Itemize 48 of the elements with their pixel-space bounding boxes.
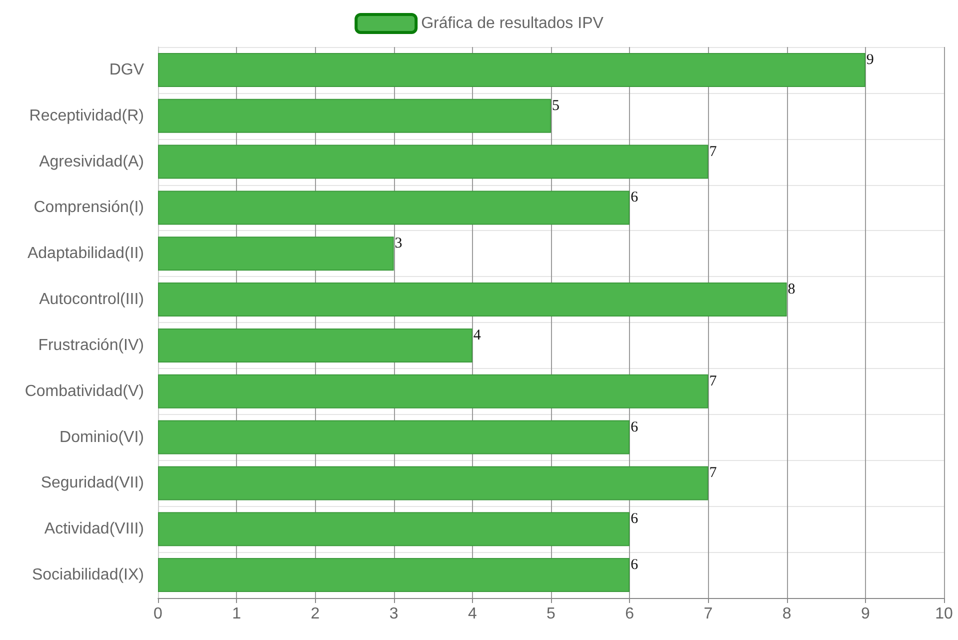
y-tick-label: Sociabilidad(IX) xyxy=(32,566,144,584)
data-label: 3 xyxy=(394,236,402,252)
bar xyxy=(158,98,551,133)
data-label: 4 xyxy=(473,327,482,344)
x-tick-label: 1 xyxy=(232,606,242,622)
bar xyxy=(158,282,787,317)
data-label: 6 xyxy=(630,557,639,574)
x-tick-label: 3 xyxy=(389,606,398,622)
data-label: 9 xyxy=(866,52,874,68)
y-tick-label: Actividad(VIII) xyxy=(44,520,144,538)
bar xyxy=(158,420,630,454)
x-tick-label: 7 xyxy=(704,606,713,622)
data-label: 6 xyxy=(630,190,639,206)
data-label: 7 xyxy=(709,144,718,160)
x-tick-label: 4 xyxy=(468,606,477,622)
y-tick-label: Comprensión(I) xyxy=(34,199,144,216)
legend-label: Gráfica de resultados IPV xyxy=(421,15,604,32)
data-label: 7 xyxy=(709,373,718,390)
bar xyxy=(158,374,708,408)
y-tick-label: Frustración(IV) xyxy=(38,336,144,354)
y-tick-label: DGV xyxy=(109,61,144,78)
bar xyxy=(158,558,630,592)
y-tick-label: Seguridad(VII) xyxy=(40,474,144,492)
bar xyxy=(158,466,708,500)
x-tick-label: 6 xyxy=(625,606,634,622)
y-tick-label: Autocontrol(III) xyxy=(39,291,144,308)
bar xyxy=(158,144,708,179)
y-tick-label: Dominio(VI) xyxy=(60,428,144,446)
bar xyxy=(158,190,630,225)
x-tick-label: 8 xyxy=(782,606,792,622)
bar xyxy=(158,328,472,362)
bar xyxy=(158,512,630,546)
data-label: 7 xyxy=(709,465,718,482)
data-label: 5 xyxy=(552,98,560,114)
bar xyxy=(158,236,394,271)
x-tick-label: 2 xyxy=(310,606,320,622)
x-tick-label: 10 xyxy=(935,606,953,622)
bar xyxy=(158,52,866,87)
y-tick-label: Receptividad(R) xyxy=(29,107,144,124)
y-tick-label: Combatividad(V) xyxy=(24,382,144,400)
x-tick-label: 9 xyxy=(860,606,870,622)
data-label: 6 xyxy=(630,419,639,436)
y-tick-label: Adaptabilidad(II) xyxy=(27,245,144,262)
x-tick-label: 0 xyxy=(154,606,163,622)
y-tick-label: Agresividad(A) xyxy=(39,153,144,170)
x-tick-label: 5 xyxy=(546,606,556,622)
data-label: 6 xyxy=(630,511,639,528)
data-label: 8 xyxy=(788,282,796,298)
